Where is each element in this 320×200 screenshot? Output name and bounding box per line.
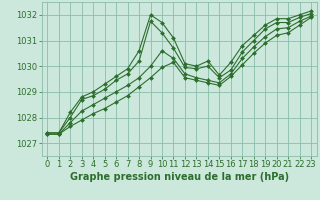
X-axis label: Graphe pression niveau de la mer (hPa): Graphe pression niveau de la mer (hPa) xyxy=(70,172,289,182)
